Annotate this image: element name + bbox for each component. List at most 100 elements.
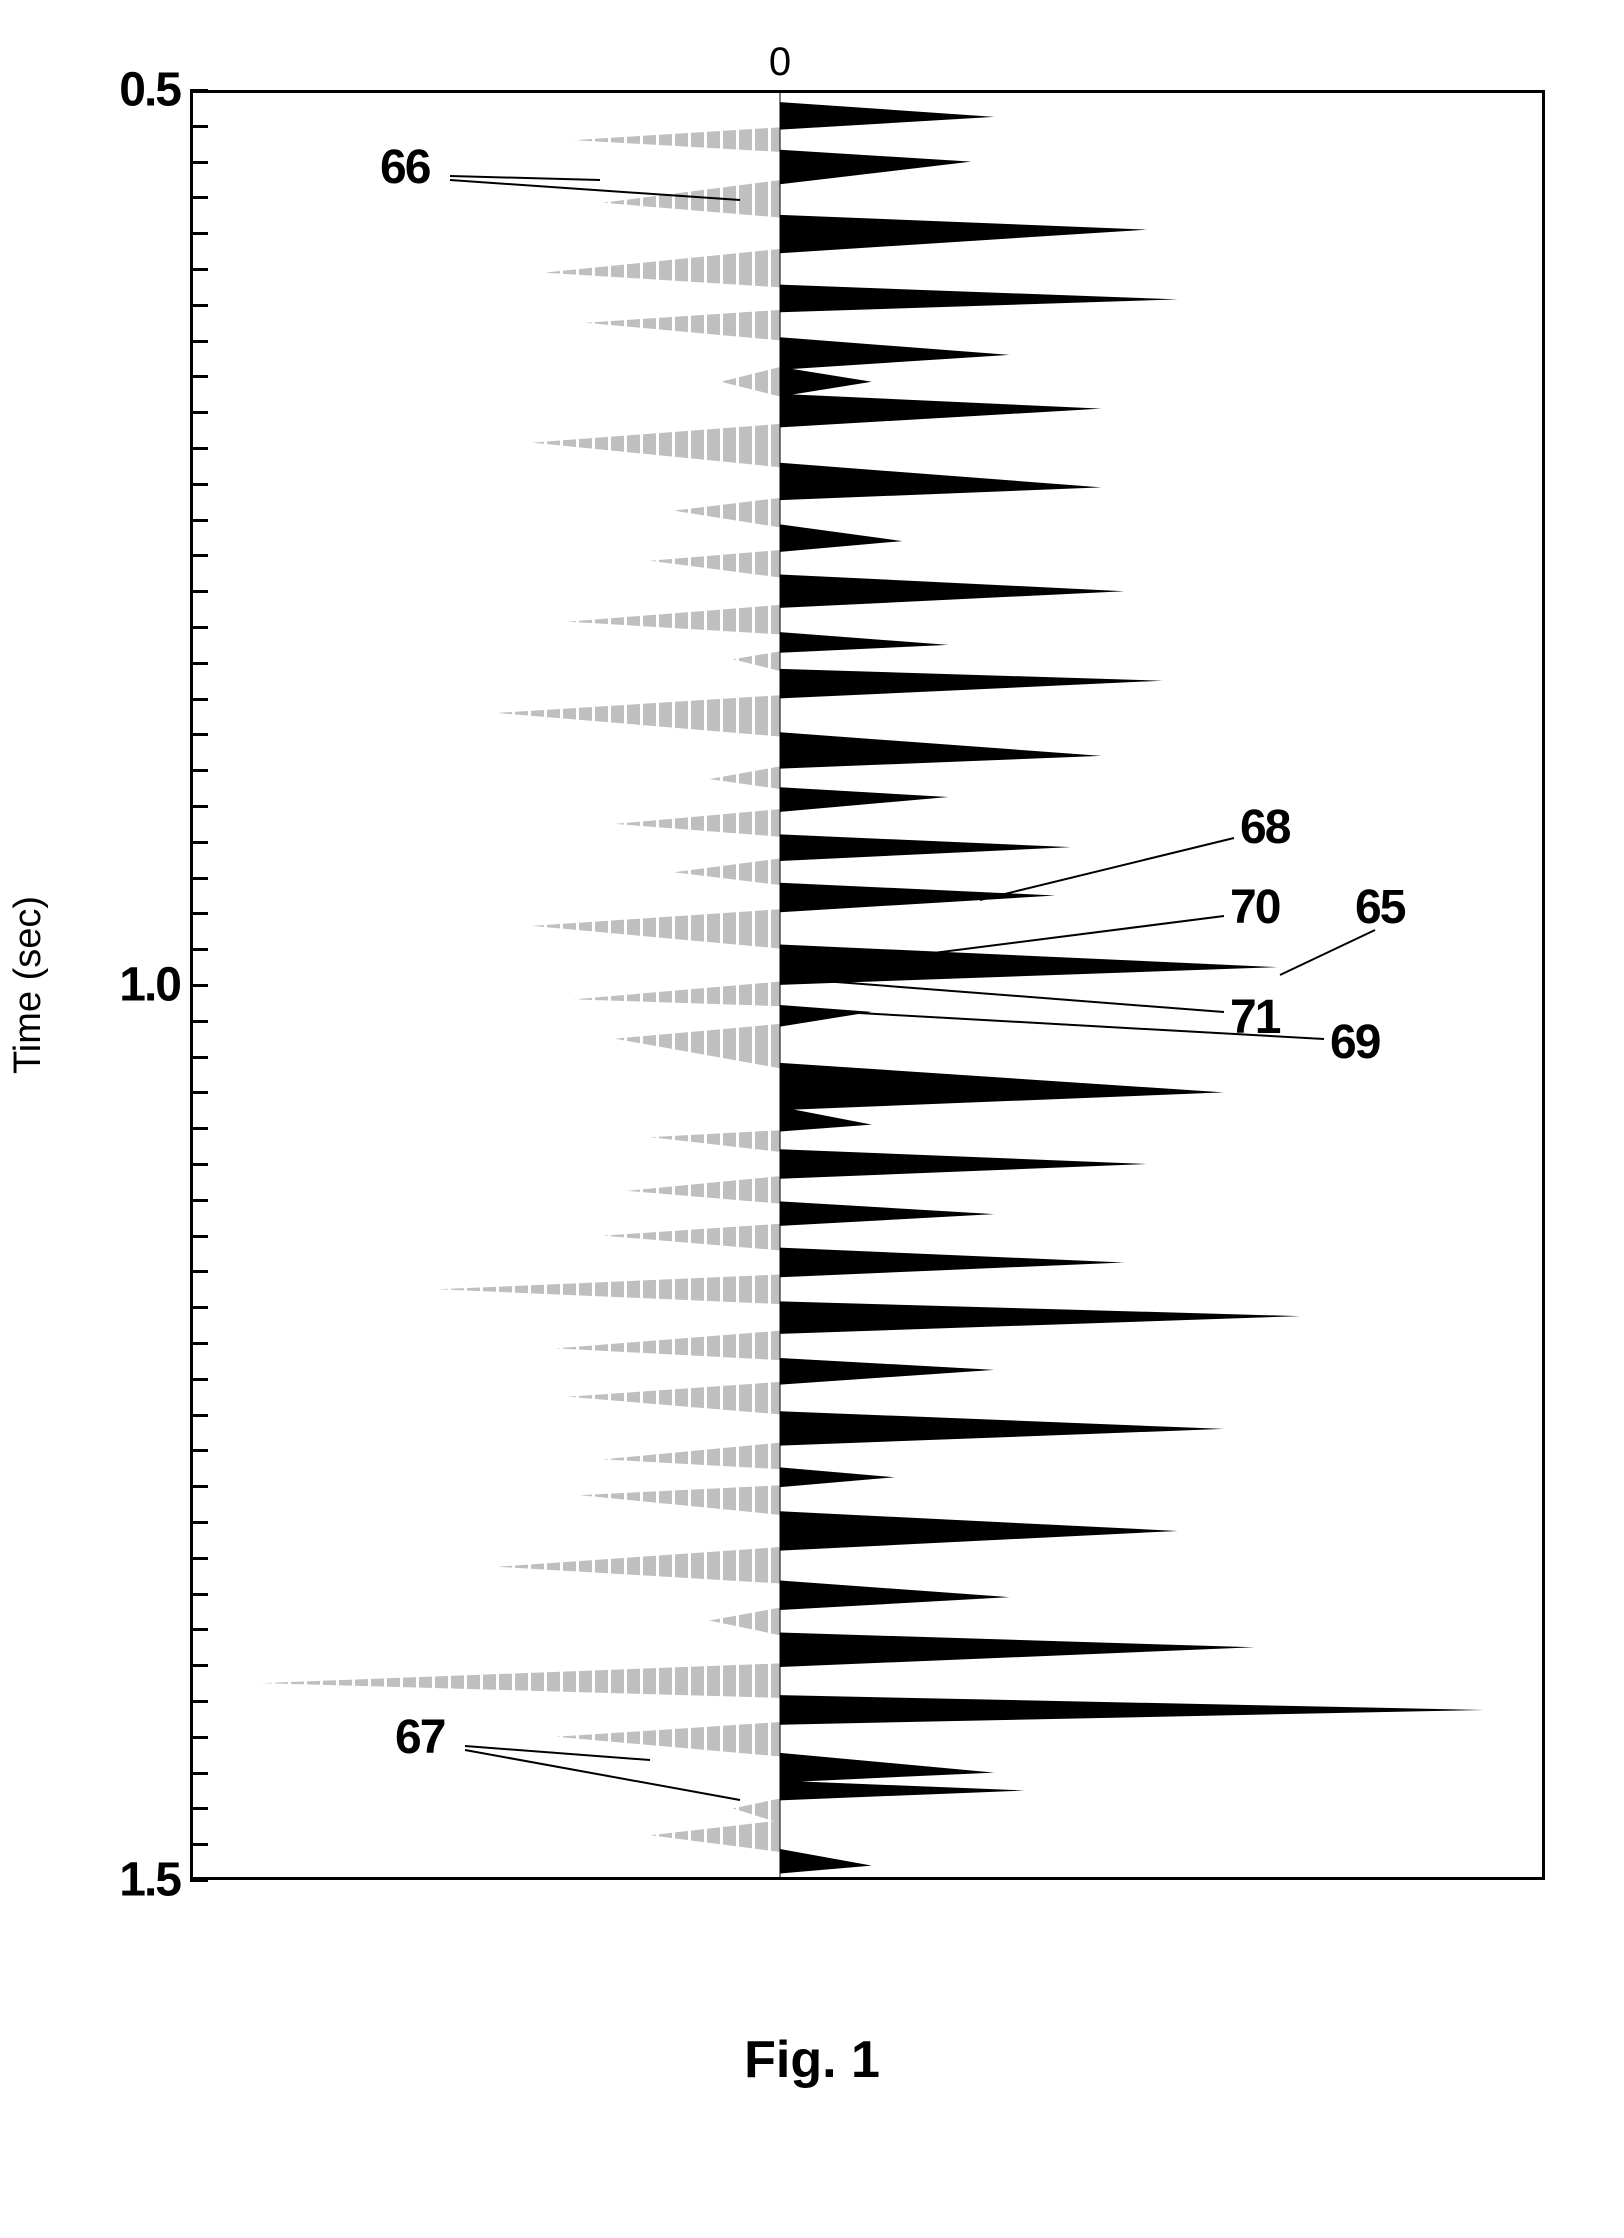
annotation-69: 69: [1330, 1015, 1379, 1070]
negative-lobe: [261, 1663, 780, 1697]
positive-lobe: [780, 1358, 994, 1385]
y-minor-tick: [190, 841, 208, 844]
positive-lobe: [780, 1248, 1124, 1278]
y-minor-tick: [190, 1235, 208, 1238]
y-minor-tick: [190, 268, 208, 271]
positive-lobe: [780, 574, 1124, 607]
negative-lobe: [721, 367, 780, 397]
positive-lobe: [780, 1633, 1254, 1667]
positive-lobe: [780, 285, 1178, 313]
annotation-65: 65: [1355, 880, 1404, 935]
y-minor-tick: [190, 1485, 208, 1488]
y-minor-tick: [190, 447, 208, 450]
positive-lobe: [780, 1063, 1224, 1110]
negative-lobe: [650, 550, 780, 578]
positive-lobe: [780, 1695, 1484, 1725]
y-minor-tick: [190, 769, 208, 772]
y-minor-tick: [190, 1127, 208, 1130]
positive-lobe: [780, 787, 948, 812]
figure-page: 0 Time (sec) 0.51.01.5 66676870657169 Fi…: [0, 0, 1624, 2238]
y-minor-tick: [190, 1736, 208, 1739]
positive-lobe: [780, 1580, 1010, 1610]
positive-lobe: [780, 834, 1071, 861]
y-minor-tick: [190, 375, 208, 378]
negative-lobe: [568, 1382, 780, 1414]
y-tick-label: 1.0: [80, 958, 180, 1013]
negative-lobe: [627, 1176, 780, 1204]
negative-lobe: [497, 695, 780, 736]
figure-caption: Fig. 1: [744, 2030, 880, 2090]
y-minor-tick: [190, 1521, 208, 1524]
positive-lobe: [780, 883, 1055, 913]
y-minor-tick: [190, 1664, 208, 1667]
negative-lobe: [674, 498, 780, 528]
y-minor-tick: [190, 1843, 208, 1846]
y-minor-tick: [190, 89, 208, 92]
y-minor-tick: [190, 662, 208, 665]
y-minor-tick: [190, 340, 208, 343]
y-minor-tick: [190, 1056, 208, 1059]
y-minor-tick: [190, 1199, 208, 1202]
negative-lobe: [497, 1547, 780, 1583]
seismic-trace: [0, 0, 1624, 2238]
y-minor-tick: [190, 733, 208, 736]
negative-lobe: [709, 1608, 780, 1636]
positive-lobe: [780, 1411, 1224, 1445]
y-minor-tick: [190, 196, 208, 199]
positive-lobe: [780, 732, 1101, 768]
y-minor-tick: [190, 805, 208, 808]
y-minor-tick: [190, 984, 208, 987]
positive-lobe: [780, 1753, 994, 1783]
negative-lobe: [556, 1331, 780, 1361]
y-minor-tick: [190, 590, 208, 593]
y-minor-tick: [190, 1342, 208, 1345]
negative-lobe: [574, 127, 781, 152]
negative-lobe: [733, 651, 780, 671]
y-minor-tick: [190, 483, 208, 486]
y-minor-tick: [190, 161, 208, 164]
y-minor-tick: [190, 125, 208, 128]
negative-lobe: [615, 809, 780, 837]
positive-lobe: [780, 150, 971, 184]
negative-lobe: [709, 766, 780, 789]
positive-lobe: [780, 215, 1147, 253]
negative-lobe: [674, 858, 780, 885]
positive-lobe: [780, 1467, 895, 1487]
y-minor-tick: [190, 698, 208, 701]
negative-lobe: [603, 1224, 780, 1251]
y-minor-tick: [190, 948, 208, 951]
y-minor-tick: [190, 304, 208, 307]
y-minor-tick: [190, 411, 208, 414]
positive-lobe: [780, 1511, 1178, 1550]
y-minor-tick: [190, 1163, 208, 1166]
y-tick-label: 0.5: [80, 63, 180, 118]
negative-lobe: [650, 1130, 780, 1152]
positive-lobe: [780, 463, 1101, 500]
y-minor-tick: [190, 1628, 208, 1631]
y-minor-tick: [190, 1449, 208, 1452]
annotation-67: 67: [395, 1710, 444, 1765]
positive-lobe: [780, 102, 994, 130]
negative-lobe: [585, 310, 780, 341]
zero-axis-label: 0: [769, 40, 791, 85]
y-axis-label: Time (sec): [7, 896, 50, 1074]
y-minor-tick: [190, 1306, 208, 1309]
negative-lobe: [556, 1722, 780, 1756]
negative-lobe: [532, 909, 780, 948]
negative-lobe: [603, 180, 780, 217]
positive-lobe: [780, 632, 948, 653]
y-minor-tick: [190, 1557, 208, 1560]
positive-lobe: [780, 1849, 872, 1874]
y-minor-tick: [190, 1270, 208, 1273]
y-minor-tick: [190, 1807, 208, 1810]
negative-lobe: [650, 1820, 780, 1852]
y-minor-tick: [190, 626, 208, 629]
positive-lobe: [780, 1107, 872, 1132]
positive-lobe: [780, 669, 1163, 699]
negative-lobe: [438, 1275, 780, 1305]
negative-lobe: [615, 1024, 780, 1068]
y-minor-tick: [190, 1091, 208, 1094]
y-minor-tick: [190, 1700, 208, 1703]
positive-lobe: [780, 524, 902, 552]
annotation-68: 68: [1240, 800, 1289, 855]
